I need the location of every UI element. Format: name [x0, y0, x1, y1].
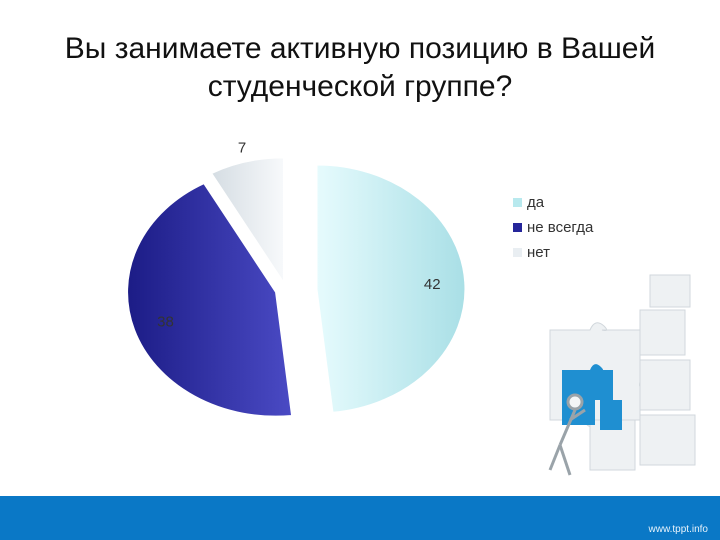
- legend-label: да: [527, 194, 545, 211]
- title-line-2: студенческой группе?: [207, 70, 513, 103]
- data-label-1: 42: [424, 276, 441, 293]
- slide-title: Вы занимаете активную позицию в Вашей ст…: [0, 30, 720, 106]
- pie-slice-1: [316, 164, 466, 413]
- legend-swatch: [513, 223, 522, 232]
- title-line-1: Вы занимаете активную позицию в Вашей: [64, 32, 656, 65]
- pie-slice-3: [211, 157, 284, 284]
- legend-label: не всегда: [527, 219, 594, 236]
- legend-label: нет: [527, 244, 550, 261]
- data-label-3: 7: [238, 139, 246, 156]
- pie-slice-2: [127, 183, 293, 417]
- footer-brand: www.tppt.info: [648, 524, 708, 535]
- legend-item-2: не всегда: [513, 215, 593, 240]
- chart-legend: да не всегда нет: [513, 190, 593, 265]
- legend-swatch: [513, 248, 522, 257]
- legend-swatch: [513, 198, 522, 207]
- legend-item-1: да: [513, 190, 593, 215]
- legend-item-3: нет: [513, 240, 593, 265]
- puzzle-figure-icon: [548, 274, 696, 476]
- footer-bar: www.tppt.info: [0, 496, 720, 540]
- data-label-2: 38: [157, 313, 174, 330]
